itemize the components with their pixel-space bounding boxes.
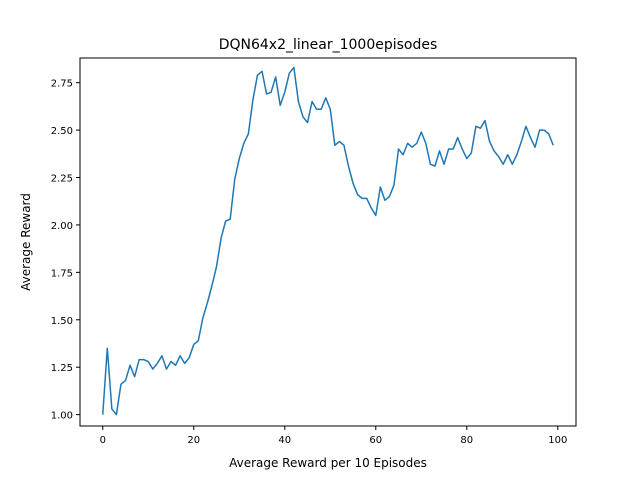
x-tick-label: 80 [460,435,473,446]
y-axis: 1.00 1.25 1.50 1.75 2.00 2.25 2.50 2.75 [51,79,80,422]
y-tick-label: 2.25 [51,174,73,185]
y-tick-label: 2.50 [51,126,73,137]
y-tick-label: 2.00 [51,221,73,232]
y-tick-label: 1.00 [51,411,73,422]
y-tick-label: 2.75 [51,79,73,90]
chart-title: DQN64x2_linear_1000episodes [219,37,438,53]
series-line-0 [102,66,554,416]
x-tick-label: 60 [369,435,382,446]
x-tick-label: 20 [187,435,200,446]
x-axis-label: Average Reward per 10 Episodes [229,456,427,470]
y-tick-label: 1.75 [51,268,73,279]
x-tick-label: 100 [548,435,567,446]
y-axis-label: Average Reward [19,193,33,291]
y-tick-label: 1.25 [51,363,73,374]
y-tick-label: 1.50 [51,316,73,327]
plot-area [102,66,554,416]
x-tick-label: 0 [100,435,106,446]
x-axis: 0 20 40 60 80 100 [100,426,567,446]
x-tick-label: 40 [278,435,291,446]
axes-frame [79,57,577,427]
